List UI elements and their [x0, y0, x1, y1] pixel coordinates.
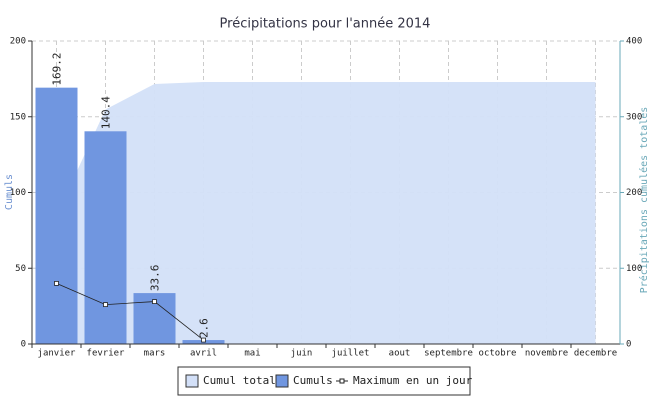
line-marker [152, 299, 157, 304]
legend-swatch [275, 374, 289, 388]
legend-label: Cumuls [293, 374, 333, 387]
line [56, 283, 204, 341]
bar [35, 87, 78, 345]
y-tick-label: 150 [10, 112, 26, 122]
x-tick-label: juin [291, 349, 313, 359]
x-tick-label: mai [244, 349, 260, 359]
y2-tick-label: 300 [626, 112, 642, 122]
x-tick-label: decembre [574, 349, 617, 359]
x-tick-label: septembre [424, 349, 473, 359]
area [56, 82, 596, 344]
x-tick-label: avril [190, 349, 217, 359]
x-tick-label: aout [389, 349, 411, 359]
y2-axis-label: Précipitations cumulées totales [638, 107, 650, 294]
y2-tick-label: 100 [626, 264, 642, 274]
x-tick-label: juillet [332, 349, 370, 359]
y-tick-label: 200 [10, 37, 26, 47]
bar-value-label: 33.6 [149, 265, 162, 292]
line-marker [54, 280, 59, 286]
x-tick-label: janvier [38, 349, 77, 359]
x-tick-label: fevrier [87, 349, 126, 359]
y-tick-label: 100 [10, 188, 26, 198]
y-tick-label: 50 [15, 264, 26, 274]
y2-tick-label: 200 [626, 188, 642, 198]
line-marker [103, 302, 108, 308]
bar-value-label: 169.2 [51, 53, 64, 86]
legend-swatch [339, 378, 345, 384]
y-tick-label: 0 [21, 340, 26, 350]
y2-tick-label: 400 [626, 37, 642, 47]
bar [84, 131, 127, 344]
x-tick-label: octobre [479, 349, 517, 359]
bar-value-label: 140.4 [100, 96, 113, 129]
legend-swatch [185, 374, 199, 388]
x-tick-label: novembre [525, 349, 568, 359]
legend-label: Cumul total [203, 374, 276, 387]
chart-title: Précipitations pour l'année 2014 [220, 17, 431, 32]
bar-value-label: 2.6 [198, 318, 211, 338]
legend-label: Maximum en un jour [353, 374, 473, 387]
line-marker [201, 337, 206, 343]
y2-tick-label: 0 [626, 340, 631, 350]
x-tick-label: mars [144, 349, 166, 359]
legend-box [177, 366, 471, 396]
y-axis-label: Cumuls [4, 174, 15, 210]
